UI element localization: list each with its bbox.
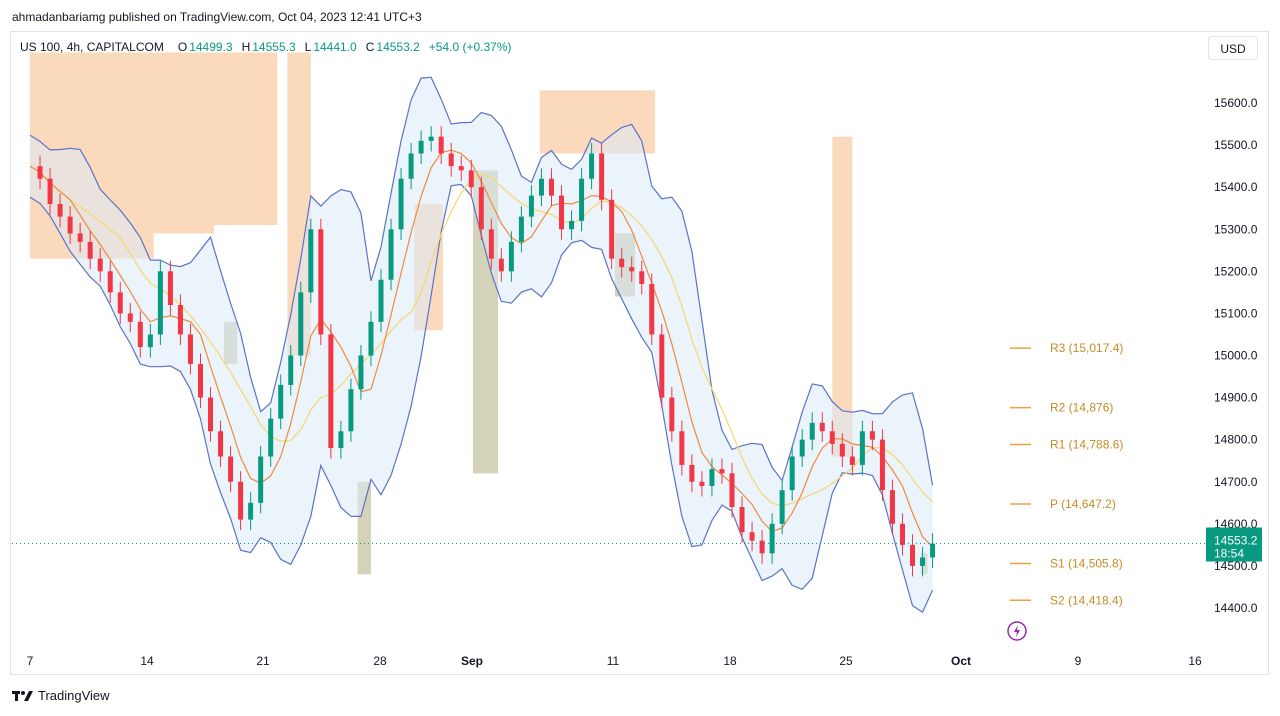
low-label: L [304, 40, 312, 54]
footer: TradingView [12, 688, 110, 703]
high-label: H [241, 40, 251, 54]
published-note: ahmadanbariamg published on TradingView.… [12, 10, 422, 24]
symbol-name[interactable]: US 100, 4h, CAPITALCOM [20, 40, 164, 54]
close-value: 14553.2 [376, 40, 420, 54]
high-value: 14555.3 [252, 40, 296, 54]
open-value: 14499.3 [189, 40, 233, 54]
chart-frame [10, 31, 1269, 675]
currency-button[interactable]: USD [1208, 36, 1258, 60]
tradingview-logo-icon [12, 690, 33, 701]
symbol-legend: US 100, 4h, CAPITALCOM O 14499.3 H 14555.3… [20, 40, 521, 54]
tradingview-brand: TradingView [38, 688, 110, 703]
low-value: 14441.0 [313, 40, 357, 54]
close-label: C [365, 40, 375, 54]
change-value: +54.0 (+0.37%) [428, 40, 512, 54]
open-label: O [177, 40, 188, 54]
